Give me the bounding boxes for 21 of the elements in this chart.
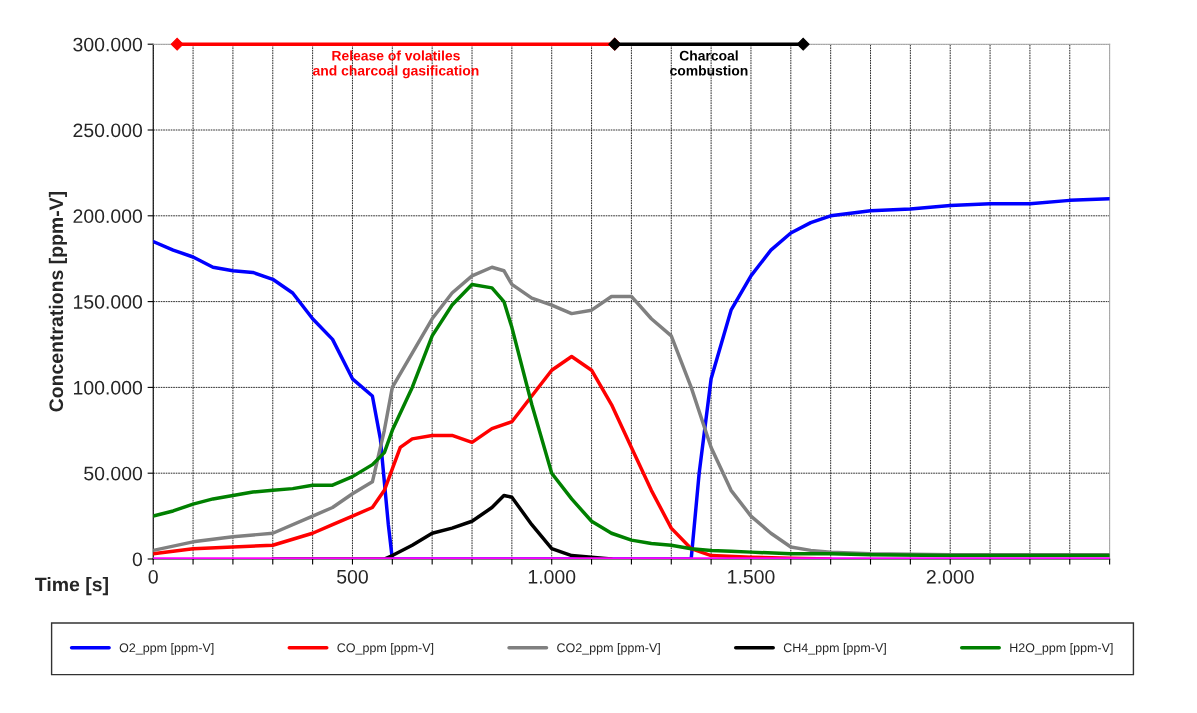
legend-label: O2_ppm [ppm-V] bbox=[119, 643, 214, 655]
x-tick-label: 0 bbox=[148, 569, 158, 584]
y-tick-label: 250.000 bbox=[73, 123, 143, 138]
y-axis-title: Concentrations [ppm-V] bbox=[48, 191, 67, 412]
x-tick-label: 1.000 bbox=[528, 569, 576, 584]
legend-label: CO_ppm [ppm-V] bbox=[337, 643, 434, 655]
series-label: Release of volatiles and charcoal gasification bbox=[312, 50, 479, 79]
y-tick-label: 50.000 bbox=[84, 466, 143, 481]
y-tick-label: 100.000 bbox=[74, 380, 143, 395]
x-axis-title: Time [s] bbox=[35, 577, 108, 596]
series-label: Charcoal combustion bbox=[670, 50, 748, 76]
legend-label: CO2_ppm [ppm-V] bbox=[557, 643, 660, 655]
y-tick-label: 150.000 bbox=[74, 295, 143, 309]
x-tick-label: 1.500 bbox=[728, 569, 775, 584]
y-tick-label: 200.000 bbox=[73, 209, 143, 224]
y-tick-label: 0 bbox=[132, 552, 143, 567]
x-tick-label: 500 bbox=[337, 569, 368, 584]
y-tick-label: 300.000 bbox=[73, 37, 143, 52]
x-tick-label: 2.000 bbox=[926, 569, 974, 584]
legend-label: CH4_ppm [ppm-V] bbox=[783, 643, 886, 655]
legend-label: H2O_ppm [ppm-V] bbox=[1010, 643, 1113, 655]
